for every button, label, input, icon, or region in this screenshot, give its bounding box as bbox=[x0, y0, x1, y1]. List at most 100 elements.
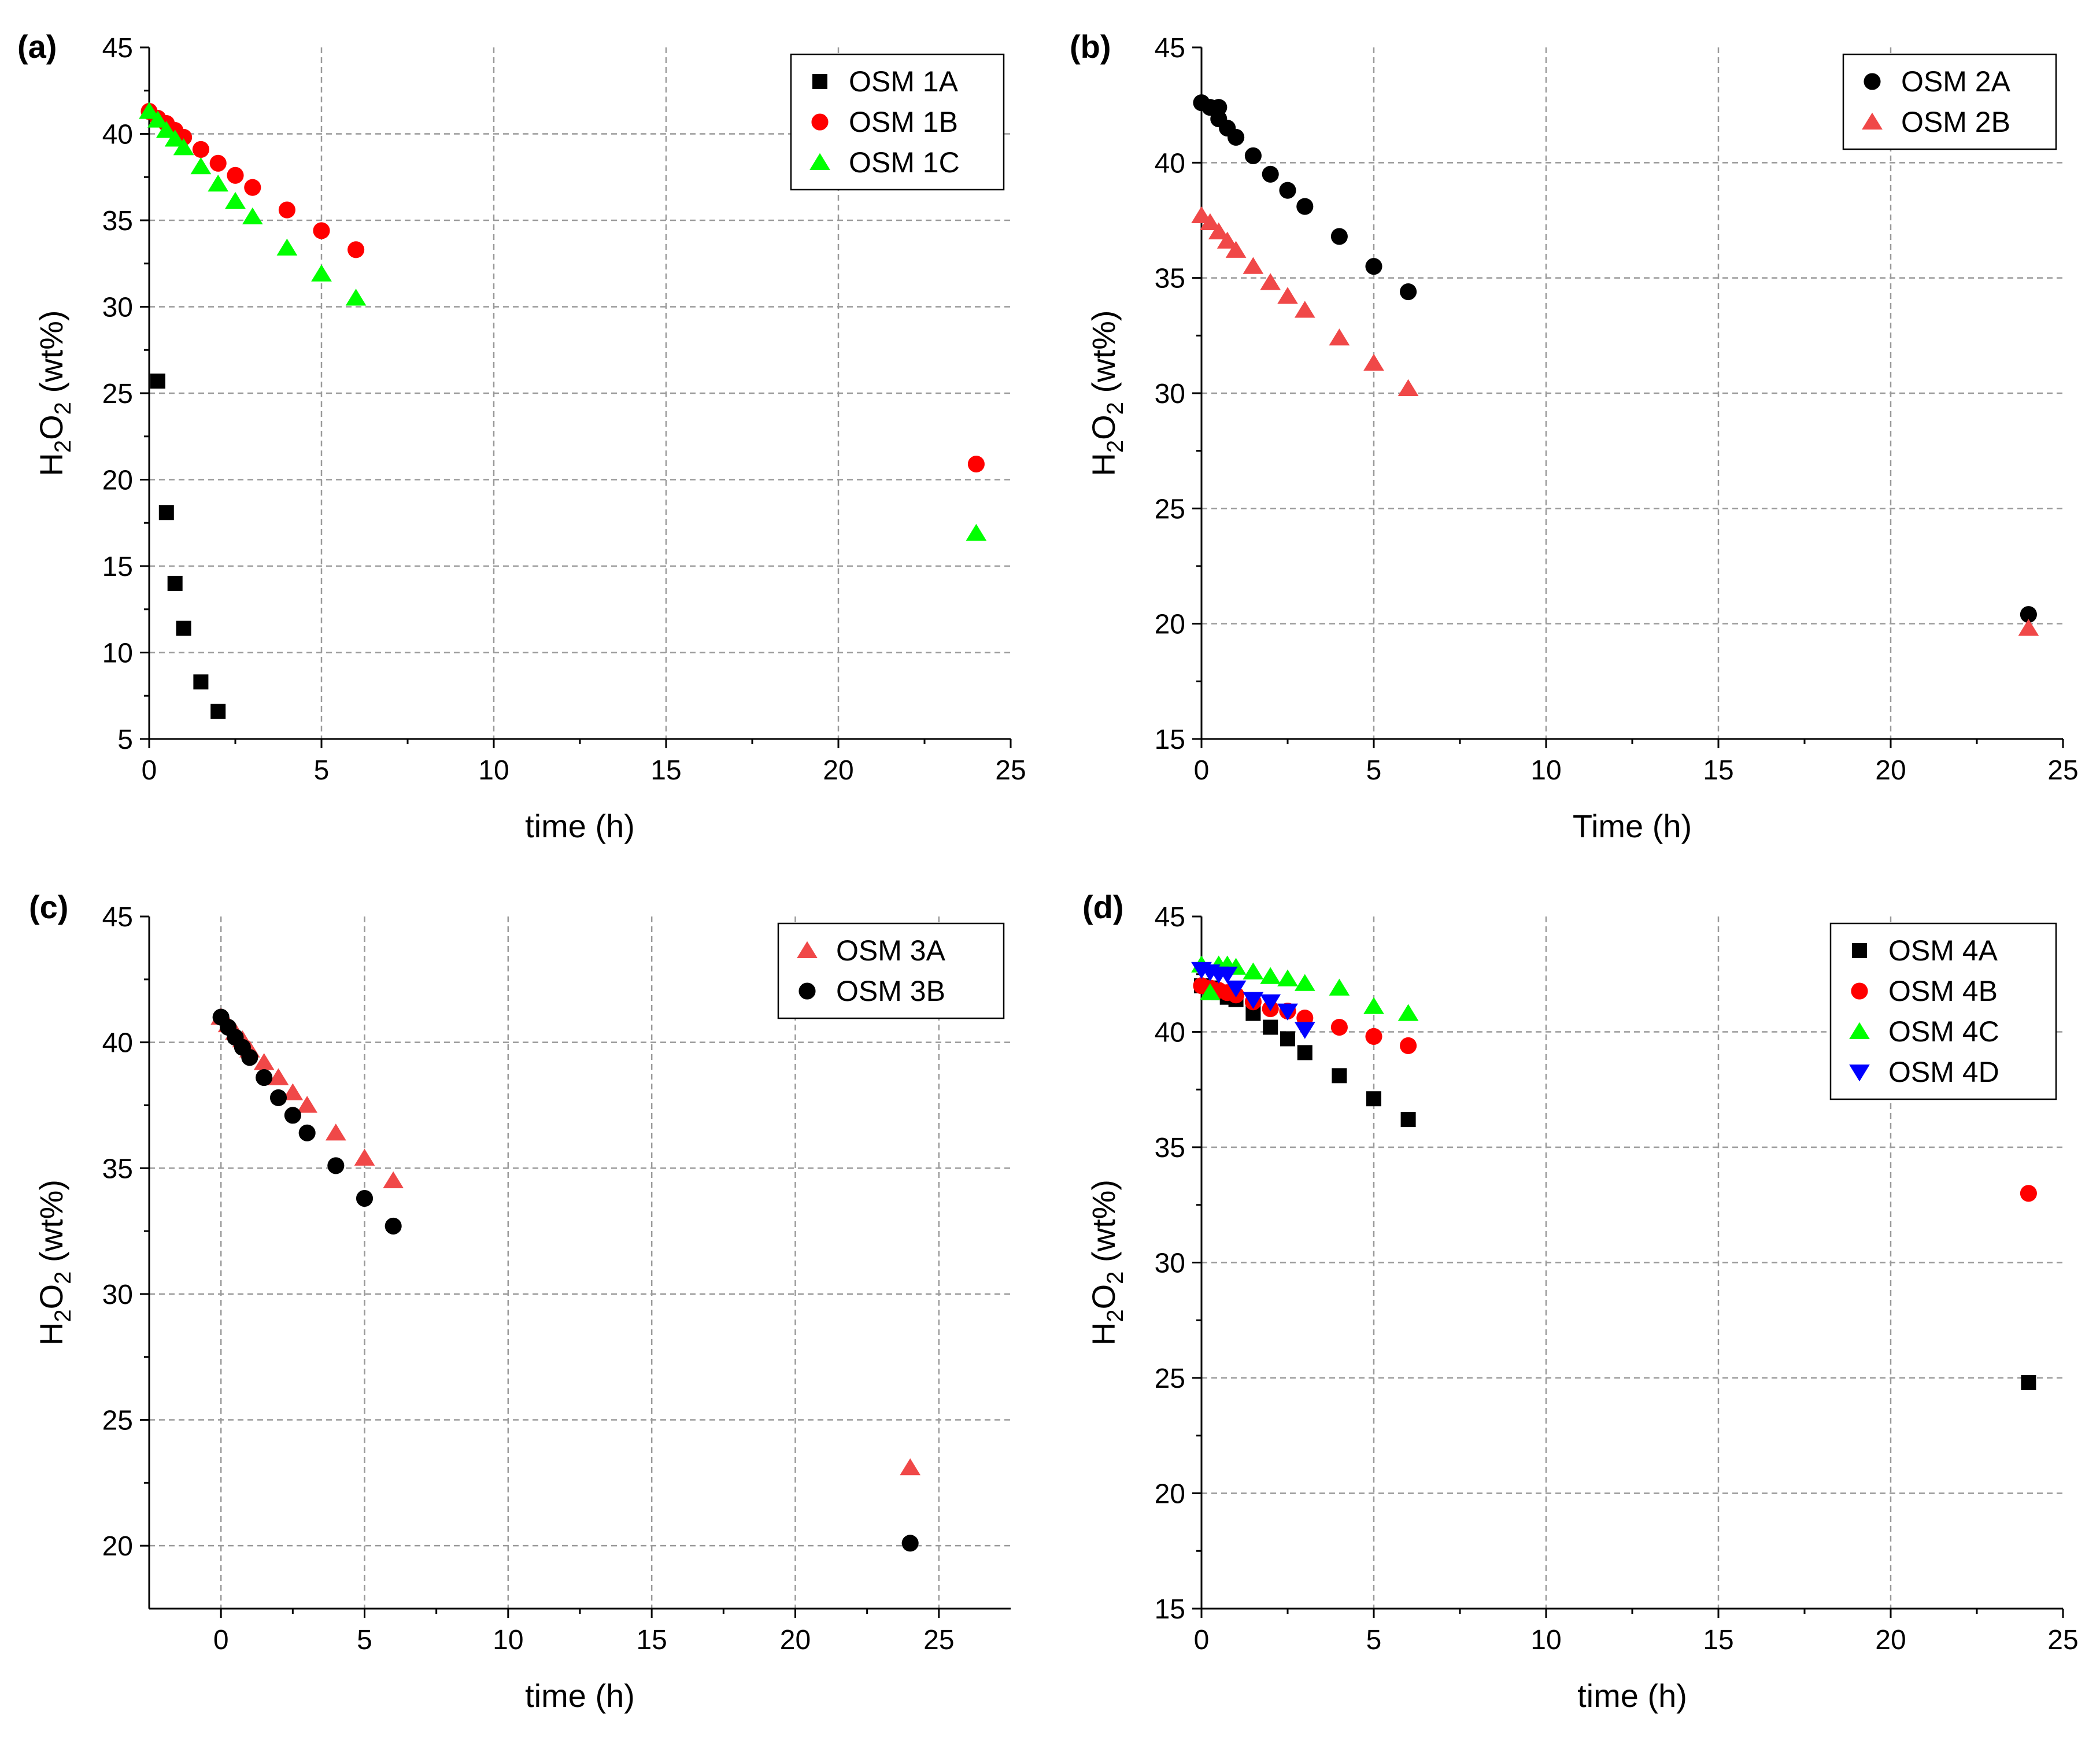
legend-marker bbox=[1862, 112, 1883, 130]
data-point bbox=[208, 174, 229, 192]
data-point bbox=[1228, 128, 1245, 146]
data-point bbox=[347, 241, 365, 258]
data-point bbox=[156, 121, 177, 138]
legend-entry: OSM 4A bbox=[1888, 934, 1998, 967]
legend-marker bbox=[812, 74, 827, 89]
legend-entry: OSM 3B bbox=[836, 975, 945, 1007]
legend-box bbox=[1829, 922, 2057, 1100]
data-point bbox=[147, 110, 168, 128]
x-tick-label: 15 bbox=[636, 1625, 667, 1655]
legend-marker bbox=[1849, 1065, 1870, 1082]
data-point bbox=[167, 575, 183, 591]
y-tick-label: 45 bbox=[1155, 902, 1185, 933]
data-point bbox=[276, 238, 298, 256]
data-point bbox=[1210, 99, 1228, 116]
data-point bbox=[1279, 182, 1296, 199]
y-tick-label: 35 bbox=[102, 1154, 133, 1184]
data-point bbox=[1208, 222, 1229, 239]
legend-entry: OSM 1B bbox=[849, 106, 958, 138]
data-point bbox=[967, 456, 985, 473]
data-point bbox=[210, 704, 226, 719]
data-point bbox=[1200, 213, 1221, 230]
legend-marker bbox=[1852, 943, 1867, 958]
x-tick-label: 25 bbox=[995, 755, 1026, 786]
legend: OSM 3A OSM 3B bbox=[777, 922, 1005, 1019]
legend-marker bbox=[1864, 73, 1881, 90]
legend-entry: OSM 1A bbox=[849, 65, 959, 98]
y-tick-label: 15 bbox=[1155, 1594, 1185, 1625]
x-tick-label: 0 bbox=[1194, 1625, 1210, 1655]
y-axis-title-part: (wt%) bbox=[1085, 1180, 1122, 1272]
data-point bbox=[1329, 328, 1350, 346]
y-tick-label: 45 bbox=[1155, 33, 1185, 64]
data-point bbox=[313, 222, 330, 239]
x-tick-label: 10 bbox=[1530, 1625, 1561, 1655]
y-tick-label: 20 bbox=[1155, 1479, 1185, 1510]
legend-entry: OSM 3A bbox=[836, 934, 946, 967]
data-point bbox=[193, 674, 209, 690]
data-point bbox=[1329, 978, 1350, 996]
legend: OSM 1A OSM 1B OSM 1C bbox=[790, 53, 1005, 191]
data-point bbox=[1365, 258, 1382, 275]
data-point bbox=[297, 1096, 318, 1113]
x-tick-label: 5 bbox=[1366, 1625, 1382, 1655]
data-point bbox=[269, 1089, 287, 1106]
series-osm-4d bbox=[1191, 962, 1315, 1039]
data-point bbox=[2020, 1185, 2037, 1202]
y-tick-label: 15 bbox=[102, 552, 133, 582]
data-point bbox=[164, 130, 186, 147]
data-point bbox=[253, 1053, 275, 1070]
data-point bbox=[966, 523, 987, 541]
data-point bbox=[1400, 1037, 1417, 1054]
data-point bbox=[325, 1123, 346, 1141]
y-axis-title-subscript: 2 bbox=[1103, 1272, 1128, 1284]
y-tick-label: 20 bbox=[102, 465, 133, 496]
y-tick-label: 30 bbox=[102, 1280, 133, 1310]
y-tick-label: 40 bbox=[102, 1028, 133, 1059]
data-point bbox=[1260, 994, 1281, 1011]
data-point bbox=[901, 1535, 919, 1552]
data-point bbox=[278, 201, 295, 219]
data-point bbox=[1243, 962, 1264, 980]
x-tick-label: 25 bbox=[923, 1625, 954, 1655]
legend-entry: OSM 2A bbox=[1901, 65, 2011, 98]
data-point bbox=[1366, 1091, 1381, 1107]
y-axis-title-subscript: 2 bbox=[50, 440, 76, 453]
x-tick-label: 5 bbox=[314, 755, 330, 786]
y-axis-title: H2O2 (wt%) bbox=[1085, 310, 1128, 476]
data-point bbox=[1397, 379, 1419, 397]
x-tick-label: 10 bbox=[1530, 755, 1561, 786]
data-point bbox=[1400, 1112, 1416, 1128]
data-point bbox=[190, 157, 212, 175]
series-osm-2b bbox=[1191, 206, 2039, 636]
data-point bbox=[150, 374, 165, 389]
x-tick-label: 10 bbox=[493, 1625, 523, 1655]
data-point bbox=[209, 154, 227, 172]
data-point bbox=[2018, 619, 2039, 636]
y-axis-title-subscript: 2 bbox=[1103, 402, 1128, 415]
y-axis-title-subscript: 2 bbox=[1103, 440, 1128, 453]
legend-entry: OSM 4B bbox=[1888, 975, 1998, 1007]
data-point bbox=[356, 1189, 374, 1207]
data-point bbox=[1225, 241, 1247, 258]
data-point bbox=[227, 167, 244, 184]
y-tick-label: 30 bbox=[102, 293, 133, 323]
data-point bbox=[1297, 1045, 1312, 1060]
data-point bbox=[1277, 1003, 1298, 1021]
panel-label: (a) bbox=[17, 28, 57, 65]
y-axis-title-part: H bbox=[1085, 1322, 1122, 1346]
y-axis-title-part: O bbox=[1085, 415, 1122, 440]
data-point bbox=[256, 1069, 273, 1086]
x-tick-label: 15 bbox=[650, 755, 681, 786]
y-axis-title-part: H bbox=[33, 1322, 69, 1346]
legend-entry: OSM 1C bbox=[849, 146, 960, 179]
data-point bbox=[1217, 966, 1238, 984]
x-tick-label: 20 bbox=[1875, 1625, 1906, 1655]
data-point bbox=[1397, 1004, 1419, 1021]
data-point bbox=[173, 138, 194, 156]
data-point bbox=[1217, 231, 1238, 249]
data-point bbox=[192, 141, 209, 158]
data-point bbox=[1294, 301, 1315, 318]
